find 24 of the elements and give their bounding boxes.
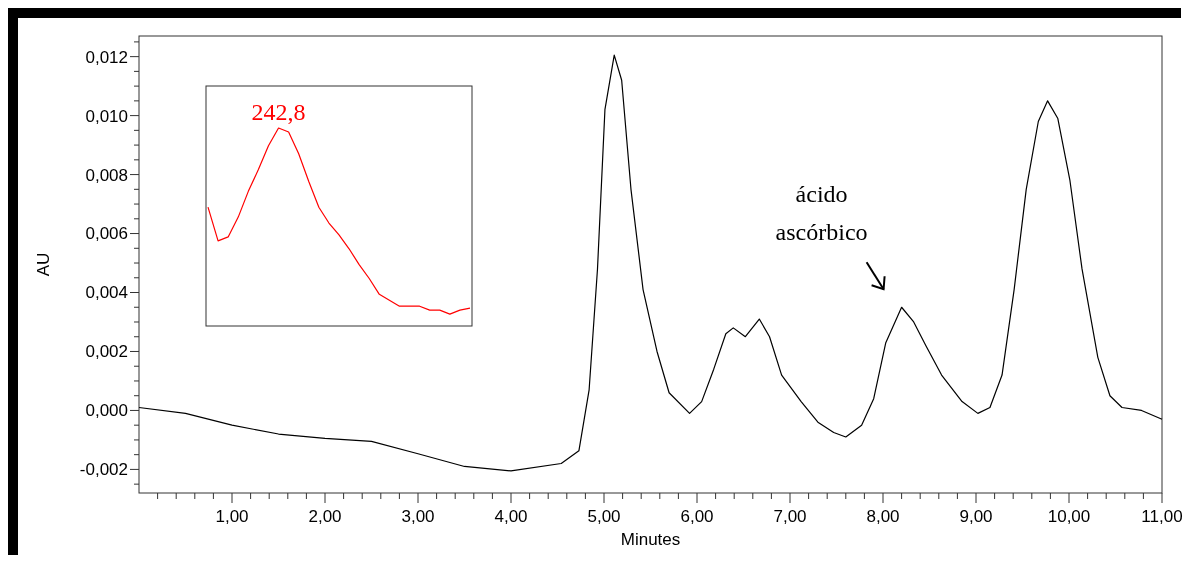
x-tick-label: 11,00 — [1141, 507, 1183, 526]
y-tick-label: -0,002 — [79, 460, 128, 480]
x-tick-label: 9,00 — [959, 507, 993, 526]
x-axis-title: Minutes — [620, 530, 681, 549]
x-tick-label: 3,00 — [401, 507, 435, 526]
y-axis-title: AU — [34, 252, 53, 277]
y-tick-label: 0,000 — [85, 401, 128, 421]
x-tick-label: 6,00 — [680, 507, 714, 526]
x-tick-label: 2,00 — [308, 507, 342, 526]
y-tick-label: 0,006 — [85, 224, 128, 244]
annotation: 242,8 — [251, 99, 306, 125]
x-tick-label: 8,00 — [866, 507, 900, 526]
x-tick-label: 1,00 — [215, 507, 249, 526]
line-series — [138, 54, 1163, 472]
x-tick-label: 5,00 — [587, 507, 621, 526]
x-tick-label: 7,00 — [773, 507, 807, 526]
y-tick-label: 0,010 — [85, 106, 128, 126]
x-tick-label: 4,00 — [494, 507, 528, 526]
y-tick-label: 0,002 — [85, 342, 128, 362]
x-tick-label: 10,00 — [1047, 507, 1091, 526]
y-tick-label: 0,008 — [85, 165, 128, 185]
y-tick-label: 0,004 — [85, 283, 128, 303]
y-tick-label: 0,012 — [85, 47, 128, 67]
annotation: ácido ascórbico — [775, 181, 868, 246]
